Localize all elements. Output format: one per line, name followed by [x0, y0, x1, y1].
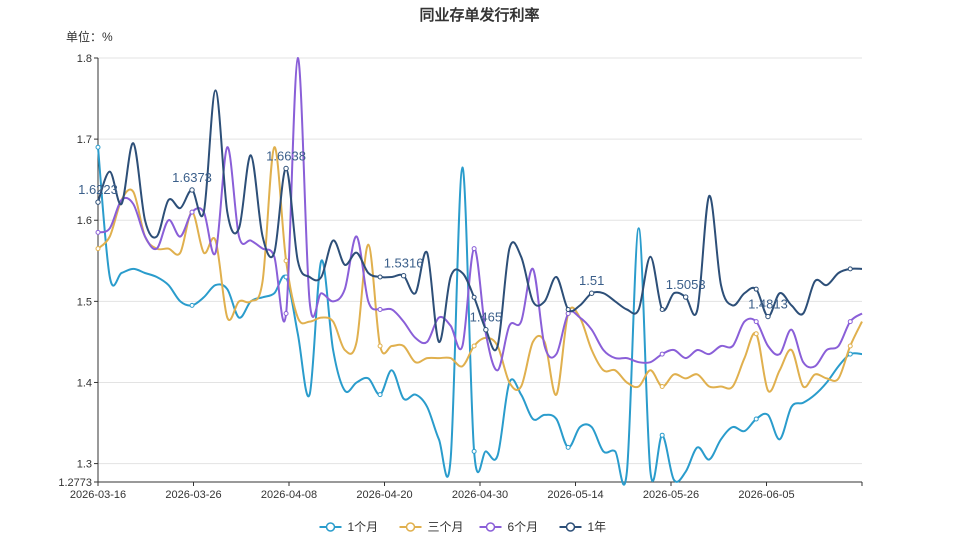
series-point: [659, 432, 665, 438]
y-tick-label: 1.3: [77, 459, 92, 471]
unit-label: 单位：%: [66, 30, 113, 44]
data-label: 1.6223: [78, 182, 118, 197]
legend[interactable]: 1个月 三个月 6个月 1年: [319, 520, 607, 534]
y-tick-label: 1.6: [77, 215, 92, 227]
axes: 1.2773 1.3 1.4 1.5 1.6 1.7 1.8 2026-03-16 2026-0…: [58, 53, 863, 501]
data-label: 1.4813: [748, 297, 788, 312]
y-tick-label: 1.2773: [58, 477, 92, 489]
y-tick-label: 1.8: [77, 53, 92, 65]
series-point: [753, 286, 759, 292]
legend-item[interactable]: 三个月: [399, 520, 464, 534]
series-point: [659, 384, 665, 390]
x-tick-label: 2026-05-26: [643, 489, 699, 501]
legend-swatch-marker: [325, 522, 336, 532]
y-tick-label: 1.4: [77, 377, 92, 389]
legend-item[interactable]: 1个月: [319, 520, 379, 534]
legend-swatch-marker: [565, 522, 576, 532]
series-line-2: [97, 56, 863, 372]
series-point: [283, 258, 289, 264]
series-point: [847, 319, 853, 325]
x-tick-label: 2026-05-14: [547, 489, 603, 501]
data-label: 1.465: [470, 310, 503, 325]
series-point: [753, 331, 759, 337]
series-point: [471, 294, 477, 300]
annotated-point: [283, 165, 289, 172]
series-point: [377, 306, 383, 312]
series-point: [95, 144, 101, 150]
x-tick-label: 2026-03-26: [165, 489, 221, 501]
series-point: [95, 229, 101, 235]
series-point: [753, 416, 759, 422]
series-point: [471, 246, 477, 252]
annotated-point: [400, 273, 407, 279]
chart-title: 同业存单发行利率: [419, 7, 540, 24]
legend-label: 三个月: [428, 520, 464, 534]
legend-label: 1年: [588, 520, 607, 534]
series-point: [565, 306, 571, 312]
series-point: [471, 343, 477, 349]
series-point: [847, 266, 853, 272]
annotated-point: [682, 294, 689, 300]
annotated-point: [765, 313, 771, 320]
series-point: [847, 343, 853, 349]
legend-label: 6个月: [508, 520, 539, 534]
x-tick-label: 2026-04-20: [356, 489, 412, 501]
annotated-point: [95, 199, 101, 205]
data-label: 1.6373: [172, 170, 212, 185]
series-point: [377, 274, 383, 280]
x-tick-label: 2026-03-16: [70, 489, 126, 501]
data-label: 1.6638: [266, 148, 306, 163]
legend-label: 1个月: [348, 520, 379, 534]
series-point: [377, 343, 383, 349]
series-point: [565, 444, 571, 450]
x-tick-label: 2026-06-05: [738, 489, 794, 501]
series-point: [283, 311, 289, 317]
legend-swatch-marker: [485, 522, 496, 532]
legend-item[interactable]: 1年: [559, 520, 607, 534]
annotated-point: [483, 327, 489, 333]
legend-swatch-marker: [405, 522, 416, 532]
data-label: 1.5316: [384, 256, 424, 271]
x-tick-label: 2026-04-30: [452, 489, 508, 501]
annotated-point: [588, 290, 595, 296]
legend-item[interactable]: 6个月: [479, 520, 539, 534]
data-label: 1.5053: [666, 277, 706, 292]
series-point: [377, 392, 383, 398]
series-point: [189, 209, 195, 215]
annotated-point: [189, 187, 195, 193]
series-point: [95, 246, 101, 252]
grid-lines: [98, 57, 862, 465]
series-point: [659, 306, 665, 312]
data-label: 1.51: [579, 273, 604, 288]
series-line-1: [97, 146, 863, 396]
series-point: [471, 448, 477, 454]
series-point: [565, 311, 571, 317]
x-tick-label: 2026-04-08: [261, 489, 317, 501]
y-tick-label: 1.5: [77, 296, 92, 308]
series-point: [189, 302, 195, 308]
series-lines: [95, 56, 863, 486]
y-tick-label: 1.7: [77, 134, 92, 146]
series-point: [659, 351, 665, 357]
series-point: [753, 319, 759, 325]
data-labels: 1.6223 1.6373 1.6638 1.5316 1.465 1.51 1.5053 1…: [78, 148, 788, 333]
